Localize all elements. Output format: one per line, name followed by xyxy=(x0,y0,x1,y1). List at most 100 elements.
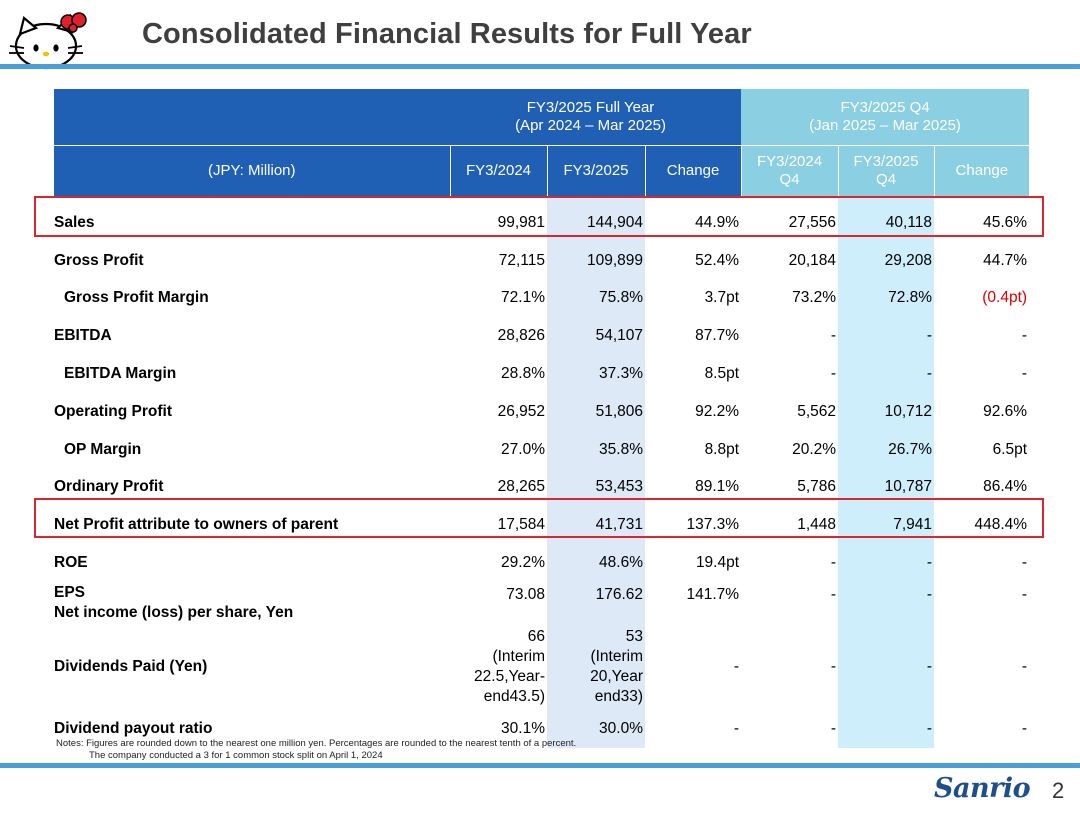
col-q4-2024: FY3/2024 Q4 xyxy=(740,144,839,197)
div-fy2024-line3: 22.5,Year- xyxy=(474,667,545,685)
cell-q4-change: - xyxy=(1021,585,1028,603)
cell-change: 52.4% xyxy=(695,251,740,269)
slide-header: Consolidated Financial Results for Full … xyxy=(0,0,1080,78)
cell-q4-change: - xyxy=(1021,365,1028,383)
row-label: Dividends Paid (Yen) xyxy=(54,657,208,675)
eps-label-line2: Net income (loss) per share, Yen xyxy=(54,603,294,621)
cell-change: - xyxy=(733,657,740,675)
table-row: EBITDA Margin 28.8% 37.3% 8.5pt - - - xyxy=(54,355,1029,393)
cell-fy2024: 72.1% xyxy=(501,289,545,307)
sanrio-logo: Sanrio xyxy=(934,773,1031,804)
footer-rule xyxy=(0,763,1080,768)
cell-q4-2025: - xyxy=(838,623,935,710)
cell-fy2025: 48.6% xyxy=(547,544,645,582)
cell-q4-2025: - xyxy=(838,544,935,582)
col-q4-2025-line1: FY3/2025 xyxy=(853,153,919,171)
row-label: Gross Profit Margin xyxy=(64,289,209,307)
row-label: EPS Net income (loss) per share, Yen xyxy=(54,582,450,624)
col-q4-2025: FY3/2025 Q4 xyxy=(837,144,935,197)
table-row-dividends: Dividends Paid (Yen) 66 (Interim 22.5,Ye… xyxy=(54,623,1029,710)
table-row: ROE 29.2% 48.6% 19.4pt - - - xyxy=(54,544,1029,582)
cell-fy2024: 73.08 xyxy=(506,585,545,603)
cell-q4-2025: 10,787 xyxy=(838,468,935,507)
div-fy2024-line4: end43.5) xyxy=(483,687,545,705)
cell-fy2025: 75.8% xyxy=(547,279,645,318)
cell-fy2024: 28.8% xyxy=(501,365,545,383)
group-q4-line2: (Jan 2025 – Mar 2025) xyxy=(809,116,961,134)
table-header-group-row: FY3/2025 Full Year (Apr 2024 – Mar 2025)… xyxy=(54,89,1030,145)
table-row: Gross Profit 72,115 109,899 52.4% 20,184… xyxy=(54,241,1029,280)
cell-fy2024: 28,265 xyxy=(497,478,545,496)
cell-fy2024: 29.2% xyxy=(501,554,545,572)
table-row: EBITDA 28,826 54,107 87.7% - - - xyxy=(54,317,1029,356)
div-fy2025-line1: 53 xyxy=(625,627,643,645)
cell-q4-change: 86.4% xyxy=(983,478,1028,496)
cell-q4-2024: - xyxy=(830,585,837,603)
col-q4-2024-line1: FY3/2024 xyxy=(757,153,823,171)
div-fy2024-line2: (Interim xyxy=(492,647,545,665)
group-header-full-year: FY3/2025 Full Year (Apr 2024 – Mar 2025) xyxy=(54,89,742,145)
cell-change: 87.7% xyxy=(695,327,740,345)
cell-fy2025: 176.62 xyxy=(547,581,645,624)
highlight-box-net-profit xyxy=(34,498,1044,538)
row-label: EBITDA xyxy=(54,327,112,345)
cell-fy2025: 35.8% xyxy=(547,430,645,469)
group-q4-line1: FY3/2025 Q4 xyxy=(840,98,930,116)
col-q4-change: Change xyxy=(933,144,1030,197)
cell-q4-change: 44.7% xyxy=(983,251,1028,269)
div-fy2024-line1: 66 xyxy=(527,627,545,645)
cell-q4-2024: 27,556 xyxy=(788,213,837,231)
cell-q4-2024: 1,448 xyxy=(797,516,837,534)
cell-q4-2025: - xyxy=(838,581,935,624)
row-label: Sales xyxy=(54,213,95,231)
table-row: Gross Profit Margin 72.1% 75.8% 3.7pt 73… xyxy=(54,279,1029,318)
header-rule xyxy=(0,64,1080,69)
row-label: OP Margin xyxy=(64,440,142,458)
cell-change: 8.5pt xyxy=(704,365,740,383)
col-fy2025: FY3/2025 xyxy=(546,144,645,197)
cell-q4-2025: 26.7% xyxy=(838,430,935,469)
cell-fy2025: 53 (Interim 20,Year end33) xyxy=(547,623,645,710)
page-number: 2 xyxy=(1052,778,1065,803)
table-row-payout: Dividend payout ratio 30.1% 30.0% - - - … xyxy=(54,709,1029,748)
cell-q4-2024: 20.2% xyxy=(792,440,837,458)
unit-label: (JPY: Million) xyxy=(54,144,450,197)
cell-q4-change: - xyxy=(1021,554,1028,572)
table-row: OP Margin 27.0% 35.8% 8.8pt 20.2% 26.7% … xyxy=(54,430,1029,469)
cell-q4-2024: - xyxy=(830,365,837,383)
table-row-eps: EPS Net income (loss) per share, Yen 73.… xyxy=(54,581,1029,624)
footnotes: Notes: Figures are rounded down to the n… xyxy=(56,738,576,762)
group-header-q4: FY3/2025 Q4 (Jan 2025 – Mar 2025) xyxy=(741,89,1030,145)
cell-change: 92.2% xyxy=(695,402,740,420)
cell-fy2024: 26,952 xyxy=(497,402,545,420)
header-spacer xyxy=(54,197,1029,204)
table-row: Operating Profit 26,952 51,806 92.2% 5,5… xyxy=(54,392,1029,431)
cell-q4-change: 448.4% xyxy=(974,516,1028,534)
cell-q4-change: 92.6% xyxy=(983,402,1028,420)
cell-q4-2025: 10,712 xyxy=(838,392,935,431)
cell-fy2025: 30.0% xyxy=(547,709,645,748)
col-q4-2024-line2: Q4 xyxy=(779,171,800,189)
cell-fy2024: 99,981 xyxy=(497,213,545,231)
cell-q4-2024: 5,562 xyxy=(797,402,837,420)
cell-q4-change: - xyxy=(1021,327,1028,345)
row-label: Dividend payout ratio xyxy=(54,719,213,737)
col-q4-2025-line2: Q4 xyxy=(876,171,897,189)
cell-fy2025: 51,806 xyxy=(547,392,645,431)
cell-q4-2025: - xyxy=(838,317,935,356)
group-full-year-line1: FY3/2025 Full Year xyxy=(526,98,655,116)
note-line1: Notes: Figures are rounded down to the n… xyxy=(56,738,577,749)
cell-fy2025: 37.3% xyxy=(547,355,645,393)
cell-change: 44.9% xyxy=(695,213,740,231)
group-full-year-line2: (Apr 2024 – Mar 2025) xyxy=(515,116,666,134)
cell-fy2025: 109,899 xyxy=(547,241,645,280)
note-line2: The company conducted a 3 for 1 common s… xyxy=(89,750,383,761)
cell-fy2024: 28,826 xyxy=(497,327,545,345)
row-label: Operating Profit xyxy=(54,402,172,420)
cell-q4-2024: - xyxy=(830,554,837,572)
table-header-column-row: (JPY: Million) FY3/2024 FY3/2025 Change … xyxy=(54,144,1030,197)
cell-fy2024: 17,584 xyxy=(497,516,545,534)
cell-q4-2025: - xyxy=(838,709,935,748)
row-label: Gross Profit xyxy=(54,251,144,269)
cell-fy2024: 27.0% xyxy=(501,440,545,458)
